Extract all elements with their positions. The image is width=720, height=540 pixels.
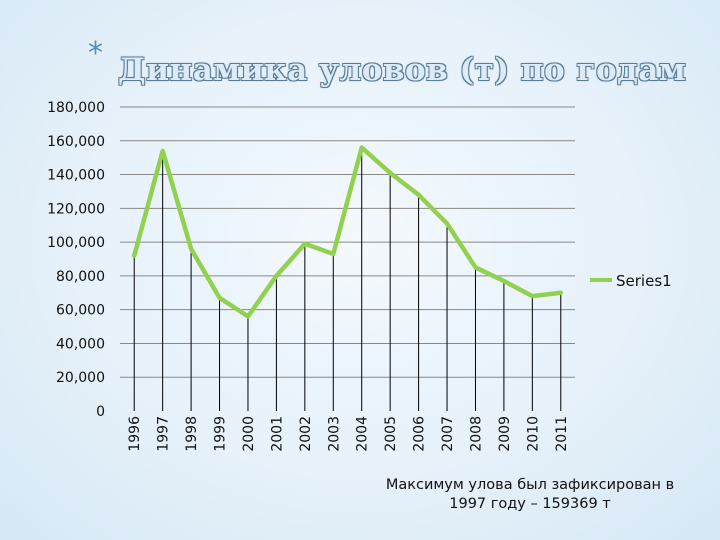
y-tick-label: 140,000	[47, 168, 105, 184]
max-catch-note-line1: Максимум улова был зафиксирован в	[385, 477, 675, 493]
drop-lines	[133, 147, 562, 411]
x-tick-label: 2011	[554, 416, 570, 452]
legend: Series1	[590, 272, 672, 290]
series-lines	[131, 145, 564, 319]
x-tick-label: 1999	[213, 416, 229, 452]
x-tick-label: 2000	[241, 416, 257, 452]
x-tick-label: 2002	[298, 416, 314, 452]
y-tick-label: 0	[96, 404, 105, 420]
title-bullet: *	[88, 36, 103, 71]
x-axis-tick-labels: 1996 1997 1998 1999 2000 2001 2002 2003 2004 2005…	[127, 416, 570, 452]
y-tick-label: 160,000	[47, 134, 105, 150]
y-axis-tick-labels: 0 20,000 40,000 60,000 80,000 100,000 120,000 1…	[47, 100, 105, 420]
series-line	[131, 145, 564, 319]
x-tick-label: 1996	[127, 416, 143, 452]
y-tick-label: 80,000	[56, 269, 105, 285]
y-tick-label: 60,000	[56, 303, 105, 319]
x-tick-label: 2010	[525, 416, 541, 452]
x-tick-label: 2001	[269, 416, 285, 452]
x-tick-label: 2009	[497, 416, 513, 452]
y-tick-label: 20,000	[56, 370, 105, 386]
y-tick-label: 180,000	[47, 100, 105, 116]
x-tick-label: 2004	[355, 416, 371, 452]
y-tick-label: 120,000	[47, 201, 105, 217]
max-catch-note-line2: 1997 году – 159369 т	[449, 496, 611, 512]
max-catch-note: Максимум улова был зафиксирован в 1997 г…	[360, 476, 700, 514]
x-tick-label: 2008	[468, 416, 484, 452]
x-tick-label: 1997	[156, 416, 172, 452]
x-tick-label: 2007	[440, 416, 456, 452]
y-tick-label: 40,000	[56, 336, 105, 352]
x-tick-label: 2006	[412, 416, 428, 452]
x-tick-label: 1998	[184, 416, 200, 452]
x-tick-label: 2005	[383, 416, 399, 452]
legend-label: Series1	[616, 272, 672, 290]
slide-title: Динамика уловов (т) по годам	[118, 52, 687, 88]
x-tick-label: 2003	[326, 416, 342, 452]
y-tick-label: 100,000	[47, 235, 105, 251]
